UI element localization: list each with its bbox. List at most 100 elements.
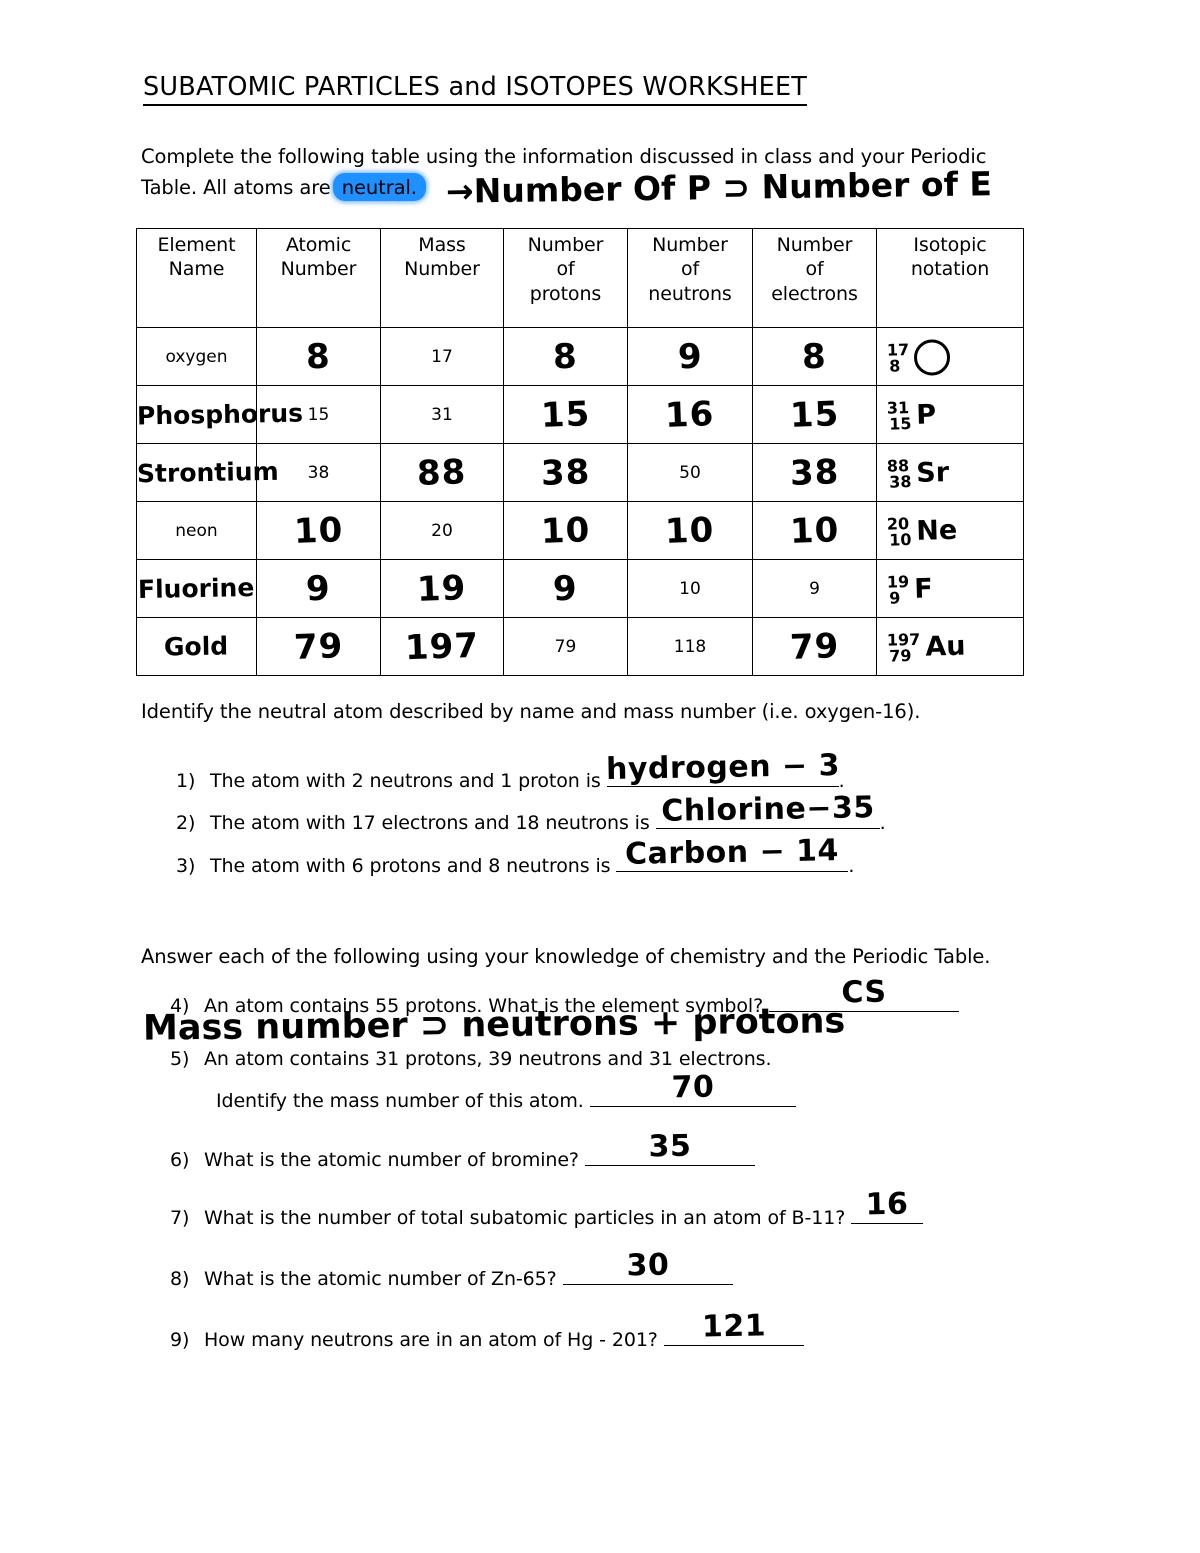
question-1-answer-ink: hydrogen − 3 [605, 747, 840, 788]
question-4-number: 4) [170, 995, 190, 1017]
cell-protons-value: 79 [554, 636, 577, 657]
isotopic-notation-ink: 197 79 Au [876, 616, 1023, 677]
isotopic-notation-ink: 19 9 F [876, 558, 1023, 619]
cell-isotopic-notation[interactable]: 31 15 P [876, 385, 1024, 444]
cell-protons[interactable]: 38 [503, 443, 628, 502]
cell-element-name[interactable]: Phosphorus [136, 385, 303, 444]
cell-isotopic-notation[interactable]: 197 79 Au [876, 616, 1024, 677]
isotope-element-symbol: Au [925, 630, 966, 663]
table-body: oxygen 8 17 8 9 8 17 8 Phosphorus 15 31 15 16 15 31 15 P… [136, 327, 1024, 677]
intro-line-2-text: Table. All atoms are [141, 176, 331, 199]
cell-isotopic-notation[interactable]: 20 10 Ne [876, 501, 1024, 560]
cell-atomic-number[interactable]: 38 [256, 443, 381, 502]
question-9-number: 9) [170, 1329, 190, 1351]
cell-electrons[interactable]: 8 [752, 327, 877, 386]
cell-neutrons[interactable]: 50 [627, 443, 753, 502]
cell-isotopic-notation[interactable]: 17 8 [876, 327, 1024, 386]
question-7-text: What is the number of total subatomic pa… [204, 1207, 846, 1229]
question-3-number: 3) [176, 855, 196, 877]
col-header-atomic-number: Atomic Number [256, 228, 381, 328]
question-2-answer-blank[interactable]: Chlorine−35 [655, 790, 880, 829]
cell-neutrons[interactable]: 118 [627, 617, 753, 676]
question-7-answer-blank[interactable]: 16 [851, 1187, 924, 1224]
cell-electrons-value: 38 [789, 451, 840, 494]
question-9-answer-blank[interactable]: 121 [663, 1308, 804, 1346]
cell-element-name-value: Fluorine [138, 572, 255, 605]
cell-neutrons[interactable]: 9 [627, 327, 753, 386]
question-6-text: What is the atomic number of bromine? [204, 1149, 579, 1171]
cell-protons[interactable]: 10 [503, 501, 628, 560]
question-5-text2: Identify the mass number of this atom. [216, 1090, 584, 1112]
cell-electrons[interactable]: 10 [752, 501, 877, 560]
cell-mass-number[interactable]: 31 [380, 385, 504, 444]
cell-mass-number-value: 31 [431, 404, 453, 425]
cell-electrons[interactable]: 15 [752, 385, 877, 444]
question-2: 2) The atom with 17 electrons and 18 neut… [176, 790, 886, 834]
cell-electrons[interactable]: 79 [752, 617, 877, 676]
cell-atomic-number[interactable]: 10 [256, 501, 381, 560]
cell-neutrons[interactable]: 10 [627, 559, 753, 618]
cell-atomic-number-value: 9 [305, 568, 332, 609]
col-header-isotopic-notation: Isotopic notation [876, 228, 1024, 328]
cell-mass-number[interactable]: 197 [380, 617, 504, 676]
cell-neutrons-value: 16 [664, 393, 716, 436]
question-6-answer-blank[interactable]: 35 [584, 1129, 755, 1166]
cell-element-name-value: oxygen [165, 346, 228, 367]
hdr-line: of [680, 258, 700, 281]
cell-protons[interactable]: 9 [503, 559, 628, 618]
question-1-answer-blank[interactable]: hydrogen − 3 [605, 748, 839, 787]
table-row: Gold 79 197 79 118 79 197 79 Au [136, 616, 1024, 677]
cell-neutrons[interactable]: 16 [627, 385, 753, 444]
cell-atomic-number[interactable]: 8 [256, 327, 381, 386]
cell-element-name[interactable]: Fluorine [136, 559, 257, 618]
question-3-period: . [848, 855, 855, 877]
cell-protons[interactable]: 8 [503, 327, 628, 386]
isotope-atomic-number: 10 [888, 529, 912, 550]
question-6: 6) What is the atomic number of bromine? … [170, 1129, 755, 1171]
isotope-numbers: 17 8 [887, 340, 910, 376]
cell-isotopic-notation[interactable]: 88 38 Sr [876, 443, 1024, 502]
cell-mass-number[interactable]: 19 [380, 559, 504, 618]
cell-electrons-value: 8 [801, 336, 828, 377]
cell-protons-value: 9 [552, 568, 579, 609]
cell-neutrons-value: 9 [676, 336, 704, 377]
cell-element-name[interactable]: oxygen [136, 327, 257, 386]
cell-atomic-number[interactable]: 79 [256, 617, 381, 676]
cell-neutrons-value: 50 [679, 462, 701, 483]
cell-element-name[interactable]: neon [136, 501, 257, 560]
cell-atomic-number[interactable]: 9 [256, 559, 381, 618]
cell-mass-number[interactable]: 88 [380, 443, 504, 502]
cell-mass-number[interactable]: 20 [380, 501, 504, 560]
cell-element-name[interactable]: Strontium [136, 443, 279, 502]
cell-atomic-number[interactable]: 15 [256, 385, 381, 444]
page-title: SUBATOMIC PARTICLES and ISOTOPES WORKSHE… [143, 72, 808, 106]
cell-neutrons[interactable]: 10 [627, 501, 753, 560]
cell-mass-number[interactable]: 17 [380, 327, 504, 386]
isotope-atomic-number: 8 [888, 355, 901, 376]
cell-atomic-number-value: 79 [293, 625, 344, 668]
hdr-line: notation [910, 258, 990, 281]
question-5-number: 5) [170, 1048, 190, 1070]
question-4-text: An atom contains 55 protons. What is the… [204, 995, 764, 1017]
cell-isotopic-notation[interactable]: 19 9 F [876, 558, 1024, 619]
cell-mass-number-value: 19 [416, 567, 468, 610]
hdr-line: Isotopic [913, 234, 987, 256]
cell-element-name[interactable]: Gold [136, 617, 257, 676]
isotope-atomic-number: 15 [888, 413, 912, 434]
isotope-element-symbol: Sr [915, 457, 950, 489]
cell-mass-number-value: 17 [431, 346, 453, 367]
question-7-answer-ink: 16 [865, 1186, 909, 1223]
cell-protons[interactable]: 79 [503, 617, 628, 676]
question-4-answer-blank[interactable]: CS [769, 975, 960, 1012]
question-8-answer-blank[interactable]: 30 [562, 1248, 733, 1285]
question-3-answer-blank[interactable]: Carbon − 14 [616, 833, 849, 872]
cell-mass-number-value: 197 [404, 625, 480, 668]
cell-electrons[interactable]: 9 [752, 559, 877, 618]
table-row: oxygen 8 17 8 9 8 17 8 [136, 327, 1024, 386]
cell-protons[interactable]: 15 [503, 385, 628, 444]
question-5-answer-blank[interactable]: 70 [589, 1070, 796, 1107]
isotope-numbers: 197 79 [887, 629, 921, 665]
cell-electrons-value: 15 [789, 393, 840, 436]
cell-electrons[interactable]: 38 [752, 443, 877, 502]
